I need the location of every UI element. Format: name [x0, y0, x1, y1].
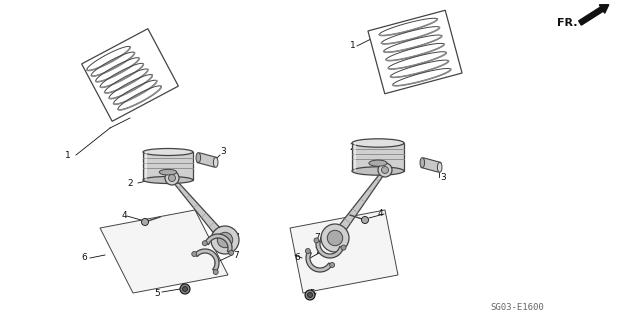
Text: 6: 6	[81, 254, 87, 263]
Circle shape	[228, 250, 234, 255]
Ellipse shape	[159, 169, 177, 175]
Circle shape	[213, 270, 218, 274]
Circle shape	[165, 171, 179, 185]
Polygon shape	[143, 152, 193, 180]
Ellipse shape	[213, 157, 218, 167]
Polygon shape	[352, 143, 404, 171]
Ellipse shape	[420, 158, 424, 168]
Circle shape	[211, 226, 239, 254]
Circle shape	[180, 284, 190, 294]
Text: 4: 4	[378, 209, 383, 218]
Text: 3: 3	[440, 173, 445, 182]
Polygon shape	[332, 169, 387, 241]
Text: 5: 5	[154, 288, 160, 298]
Text: 7: 7	[233, 250, 239, 259]
Circle shape	[141, 219, 148, 226]
Text: 7: 7	[314, 248, 320, 256]
Text: 1: 1	[350, 41, 356, 49]
Ellipse shape	[352, 167, 404, 175]
Text: 3: 3	[220, 147, 226, 157]
Text: 5: 5	[309, 290, 315, 299]
Ellipse shape	[437, 162, 442, 172]
Circle shape	[305, 290, 315, 300]
Text: SG03-E1600: SG03-E1600	[490, 303, 544, 313]
Polygon shape	[306, 251, 332, 272]
Polygon shape	[316, 241, 344, 258]
Ellipse shape	[143, 176, 193, 183]
Circle shape	[305, 249, 310, 254]
Polygon shape	[197, 153, 217, 167]
Ellipse shape	[352, 139, 404, 147]
Circle shape	[182, 286, 188, 292]
Circle shape	[168, 174, 175, 182]
Text: 4: 4	[122, 211, 127, 220]
Text: 6: 6	[294, 254, 300, 263]
Polygon shape	[171, 177, 228, 243]
Polygon shape	[290, 210, 398, 293]
Text: FR.: FR.	[557, 18, 578, 28]
Ellipse shape	[196, 153, 200, 163]
Circle shape	[192, 251, 196, 256]
Polygon shape	[368, 10, 462, 94]
FancyArrow shape	[579, 5, 609, 25]
Circle shape	[314, 238, 319, 243]
Polygon shape	[195, 249, 219, 272]
Circle shape	[202, 241, 207, 246]
Circle shape	[381, 167, 388, 174]
Text: 2: 2	[127, 179, 133, 188]
Text: 2: 2	[349, 144, 355, 152]
Polygon shape	[100, 210, 228, 293]
Text: 7: 7	[233, 234, 239, 242]
Ellipse shape	[143, 149, 193, 155]
Polygon shape	[205, 234, 232, 253]
Text: 7: 7	[314, 233, 320, 241]
Text: 1: 1	[65, 151, 71, 160]
Circle shape	[330, 263, 335, 268]
Circle shape	[321, 224, 349, 252]
Polygon shape	[82, 29, 179, 121]
Circle shape	[218, 232, 233, 248]
Polygon shape	[421, 158, 441, 172]
Circle shape	[307, 293, 312, 298]
Circle shape	[341, 245, 346, 250]
Circle shape	[327, 230, 342, 246]
Ellipse shape	[369, 160, 387, 166]
Circle shape	[378, 163, 392, 177]
Circle shape	[362, 217, 369, 224]
